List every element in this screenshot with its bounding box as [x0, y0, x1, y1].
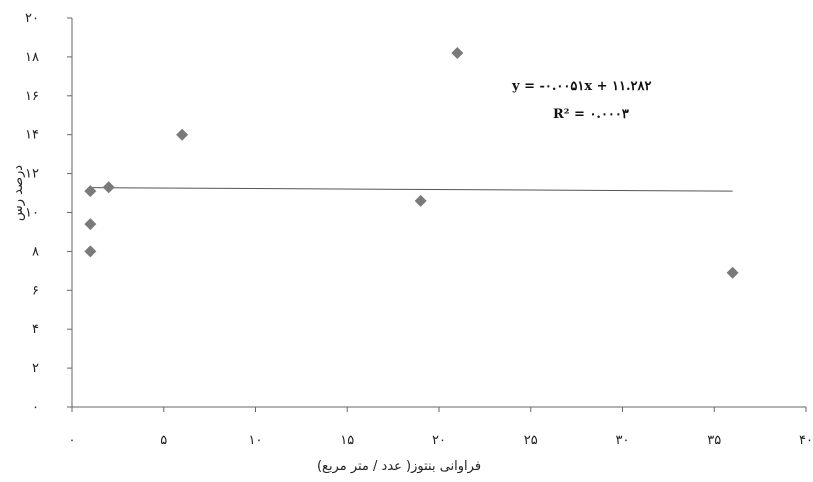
y-tick-label: ۱۶	[25, 89, 39, 104]
x-tick-label: ۱۰	[249, 433, 263, 448]
data-point	[726, 266, 739, 279]
y-tick-label: ۰	[32, 400, 39, 415]
data-point	[84, 218, 97, 231]
y-tick-label: ۶	[32, 283, 39, 298]
y-tick-label: ۱۰	[25, 206, 39, 221]
x-axis-title: فراوانی بنتوز( عدد / متر مربع)	[317, 459, 481, 474]
data-point	[84, 245, 97, 258]
data-point	[84, 185, 97, 198]
x-tick-label: ۲۰	[432, 433, 446, 448]
y-tick-label: ۱۴	[25, 128, 39, 143]
x-tick-label: ۵	[160, 433, 167, 448]
y-tick-label: ۲	[32, 361, 39, 376]
y-tick-label: ۱۸	[25, 50, 39, 65]
x-tick-label: ۰	[69, 433, 76, 448]
trendline	[90, 187, 733, 192]
data-point	[102, 181, 115, 194]
y-tick-label: ۴	[32, 322, 39, 337]
x-tick-label: ۳۰	[616, 433, 630, 448]
y-tick-label: ۱۲	[25, 167, 39, 182]
data-point	[414, 194, 427, 207]
x-tick-label: ۳۵	[707, 433, 721, 448]
data-point	[451, 47, 464, 60]
x-tick-label: ۲۵	[524, 433, 538, 448]
y-tick-label: ۸	[32, 244, 39, 259]
r-squared-label: R² = ۰.۰۰۰۳	[553, 107, 629, 122]
x-tick-label: ۴۰	[799, 433, 813, 448]
y-axis-title: درصد رس	[11, 165, 26, 221]
data-point	[176, 128, 189, 141]
trendline-equation: y = -۰.۰۰۵۱x + ۱۱.۲۸۲	[511, 79, 651, 94]
y-tick-label: ۲۰	[25, 11, 39, 26]
x-tick-label: ۱۵	[340, 433, 354, 448]
